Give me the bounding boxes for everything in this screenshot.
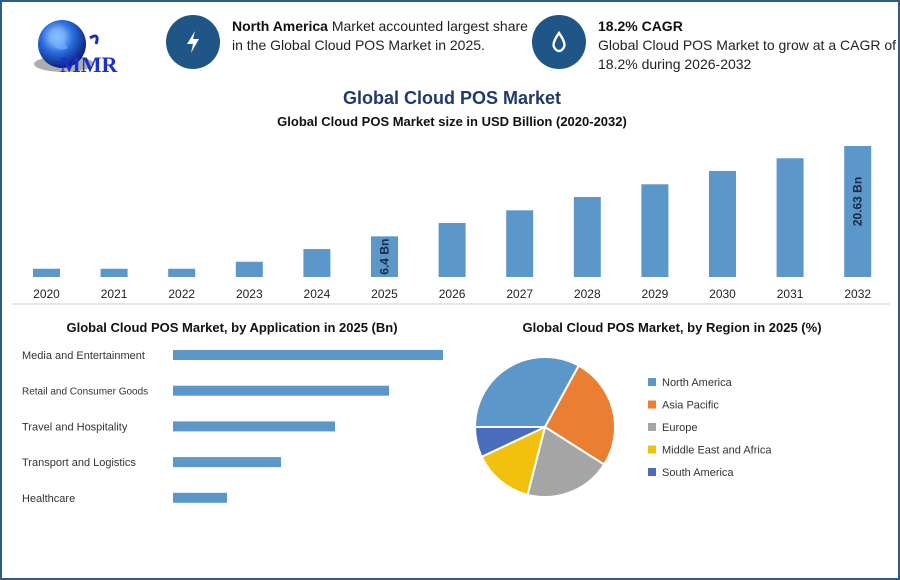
legend-swatch [648,468,656,476]
bar-2024 [303,249,331,277]
pie-slice-asia-pacific [543,364,616,466]
region-chart-title: Global Cloud POS Market, by Region in 20… [522,320,822,335]
x-tick-label: 2031 [777,287,804,301]
lightning-icon [166,15,220,69]
data-label: 20.63 Bn [851,177,865,226]
globe-icon [34,20,99,72]
application-bar-chart: Media and Entertainment Retail and Consum… [22,350,443,505]
bar-chart-title: Global Cloud POS Market size in USD Bill… [277,114,627,129]
x-tick-label: 2030 [709,287,736,301]
region-pie-chart: North America Asia Pacific Europe Middle Ea… [473,356,772,498]
main-title: Global Cloud POS Market [342,88,562,108]
category-label: Retail and Consumer Goods [22,387,148,398]
pie-slice-south-america [473,426,546,459]
bar-2025 [371,236,398,277]
bar-retail-and-consumer-goods [173,385,389,396]
category-label: Media and Entertainment [22,350,145,362]
x-tick-label: 2026 [439,287,466,301]
pie-slice-north-america [473,356,581,428]
x-tick-label: 2032 [844,287,871,301]
x-tick-label: 2025 [371,287,398,301]
legend-label: North America [662,377,733,389]
info-cagr: 18.2% CAGR Global Cloud POS Market to gr… [598,17,898,74]
bar-2030 [709,170,736,277]
info2-text: Global Cloud POS Market to grow at a CAG… [598,37,897,72]
bar-2023 [235,261,263,277]
bar-2021 [100,268,128,277]
pie-slice-europe [526,425,606,498]
bar-2022 [168,268,196,277]
legend-swatch [648,400,656,409]
category-label: Healthcare [22,493,75,505]
mmr-logo: MMR [28,16,138,78]
info2-bold: 18.2% CAGR [598,18,683,34]
x-tick-label: 2029 [642,287,669,301]
legend-label: Middle East and Africa [662,445,772,457]
bar-2031 [776,158,804,277]
legend-swatch [648,378,656,386]
x-tick-label: 2023 [236,287,263,301]
x-tick-label: 2021 [101,287,128,301]
legend-label: South America [662,467,734,479]
category-label: Transport and Logistics [22,457,136,469]
market-size-bar-chart: 2020 2021 2022 2023 2024 2025 6.4 Bn 2026 2027 20… [12,146,890,305]
bar-healthcare [173,492,227,503]
bar-2027 [506,210,534,277]
data-label: 6.4 Bn [378,239,392,275]
application-chart-title: Global Cloud POS Market, by Application … [66,320,398,335]
bar-2028 [573,196,601,277]
x-tick-label: 2020 [33,287,60,301]
bar-transport-and-logistics [173,457,281,468]
bar-travel-and-hospitality [173,421,335,432]
category-label: Travel and Hospitality [22,421,128,433]
x-tick-label: 2024 [304,287,331,301]
bar-2026 [438,223,466,277]
legend-label: Europe [662,422,697,434]
bar-2029 [641,184,669,277]
bar-2032 [844,146,872,277]
info1-bold: North America [232,18,328,34]
bar-media-and-entertainment [173,350,443,360]
x-tick-label: 2028 [574,287,601,301]
info-north-america: North America Market accounted largest s… [232,17,532,55]
legend-label: Asia Pacific [662,400,719,412]
pie-slice-middle-east-and-africa [480,425,547,497]
legend-swatch [648,423,656,431]
bar-2020 [33,268,60,277]
x-tick-label: 2022 [168,287,195,301]
x-tick-label: 2027 [506,287,533,301]
logo-text: MMR [60,52,118,77]
growth-drop-icon [532,15,586,69]
info1-text: Market accounted largest share in the Gl… [232,18,528,53]
legend-swatch [648,445,656,454]
